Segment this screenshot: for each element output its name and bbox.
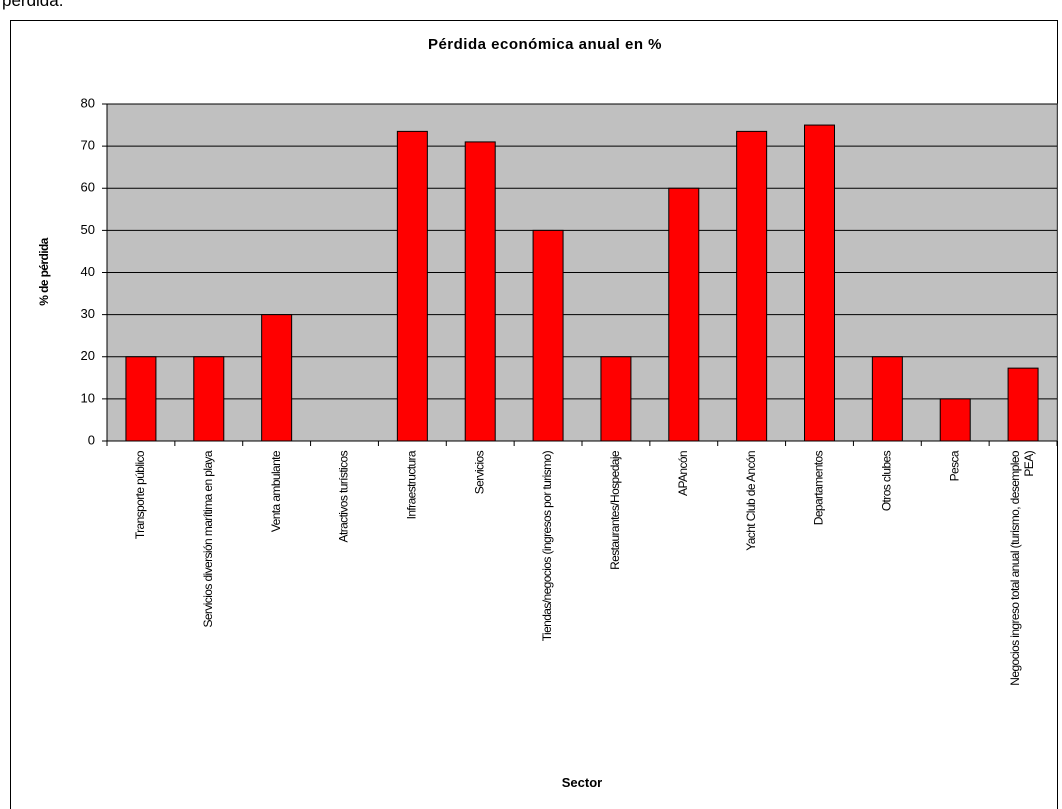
y-tick-label: 0 — [88, 432, 95, 447]
bar — [396, 130, 428, 442]
x-tick-label: Transporte público — [133, 450, 147, 539]
bar — [804, 124, 835, 442]
x-axis-title: Sector — [562, 775, 602, 790]
y-tick-label: 60 — [81, 180, 95, 195]
bar — [668, 187, 700, 442]
chart-title: Pérdida económica anual en % — [428, 36, 662, 53]
bar — [1007, 367, 1039, 442]
bar — [464, 141, 496, 442]
x-tick-label: Otros clubes — [880, 450, 894, 511]
bar — [736, 130, 768, 442]
bar — [193, 356, 225, 442]
y-tick-label: 80 — [81, 95, 95, 110]
x-tick-label: APAncón — [676, 451, 690, 496]
x-tick-label: Departamentos — [812, 450, 826, 525]
x-tick-label: Servicios diversión marítima en playa — [201, 450, 215, 627]
y-tick-label: 10 — [81, 390, 95, 405]
bar — [939, 398, 971, 442]
x-tick-label: Tiendas/negocios (ingresos por turismo) — [540, 450, 554, 641]
bar — [600, 356, 632, 442]
x-tick-label: Pesca — [947, 450, 961, 481]
x-tick-label: Infraestructura — [405, 450, 419, 519]
bar — [871, 356, 903, 442]
y-tick-label: 70 — [81, 138, 95, 153]
bar — [125, 356, 157, 442]
x-tick-label: Yacht Club de Ancón — [744, 451, 758, 551]
y-tick-label: 30 — [81, 306, 95, 321]
x-tick-label: Venta ambulante — [269, 450, 283, 532]
x-tick-label: Servicios — [472, 450, 486, 494]
page-header: pérdida. — [2, 0, 63, 10]
x-tick-label: Negocios ingreso total anual (turismo, d… — [1008, 450, 1036, 686]
bar — [532, 229, 564, 442]
x-tick-label: Restaurantes/Hospedaje — [608, 450, 622, 570]
y-tick-label: 20 — [81, 348, 95, 363]
y-tick-label: 40 — [81, 264, 95, 279]
x-tick-label: Atractivos turísticos — [337, 450, 351, 542]
bar — [261, 314, 293, 442]
y-axis-title: % de pérdida — [37, 237, 51, 305]
y-tick-label: 50 — [81, 222, 95, 237]
